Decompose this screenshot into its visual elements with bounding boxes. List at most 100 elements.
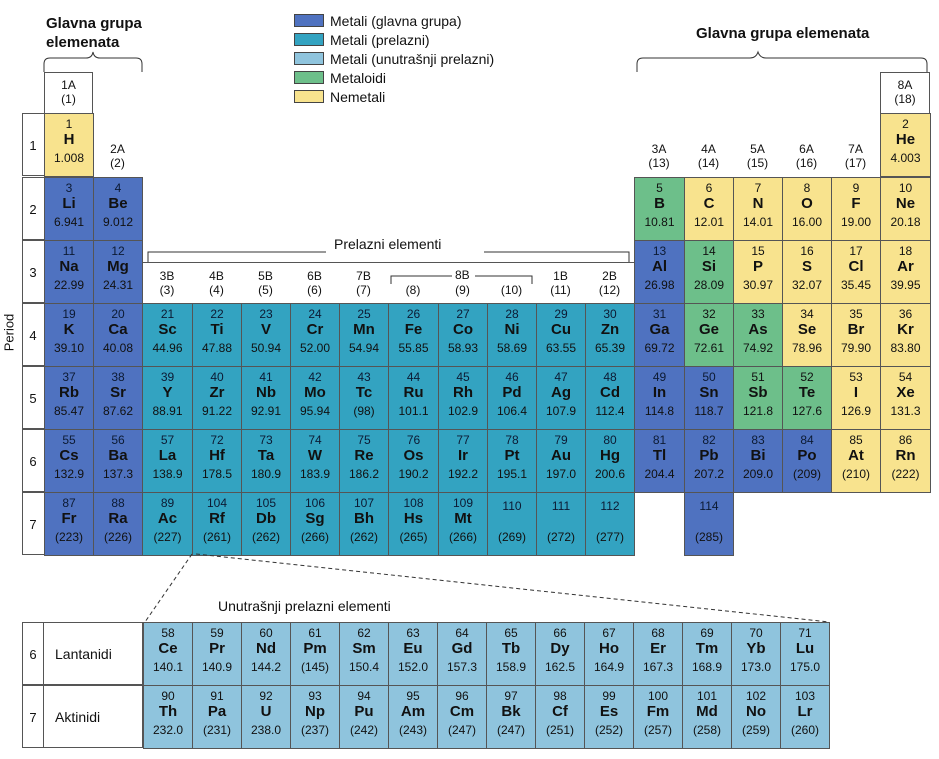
element-symbol: Ta	[257, 447, 275, 464]
element-symbol: Es	[599, 703, 619, 720]
atomic-number: 100	[647, 689, 669, 703]
atomic-mass: 54.94	[348, 341, 380, 355]
atomic-mass: 87.62	[102, 404, 134, 418]
atomic-number: 86	[898, 433, 913, 447]
atomic-mass: 121.8	[742, 404, 774, 418]
atomic-mass: 52.00	[299, 341, 331, 355]
group-header-name: 1A	[61, 78, 76, 92]
atomic-number: 98	[553, 689, 567, 703]
group-header-number: (14)	[697, 156, 720, 170]
atomic-number: 105	[255, 496, 277, 510]
period-number: 7	[29, 516, 37, 532]
group-header-name: 4B	[209, 269, 224, 283]
atomic-mass: 137.3	[102, 467, 134, 481]
element-cell: 66 Dy 162.5	[535, 622, 585, 686]
atomic-mass: (272)	[546, 530, 575, 544]
element-cell: 104 Rf (261)	[192, 492, 242, 556]
element-symbol: Cs	[59, 447, 79, 464]
atomic-number: 53	[849, 370, 863, 384]
atomic-number: 104	[206, 496, 228, 510]
element-symbol: At	[848, 447, 864, 464]
period-number: 1	[29, 137, 37, 153]
group-header-name: 3B	[159, 269, 175, 283]
group-header-name: 8A	[897, 78, 913, 92]
atomic-number: 11	[62, 244, 76, 258]
element-symbol: Ca	[108, 321, 128, 338]
atomic-mass: 78.96	[791, 341, 823, 355]
element-cell: 76 Os 190.2	[388, 429, 439, 493]
element-symbol: Pm	[303, 640, 327, 657]
atomic-number: 42	[308, 370, 322, 384]
atomic-number: 75	[357, 433, 371, 447]
element-cell: 95 Am (243)	[388, 685, 438, 749]
group-header-number: (6)	[307, 283, 322, 297]
group-header: 3B (3)	[142, 262, 192, 303]
atomic-number: 16	[800, 244, 814, 258]
element-symbol: Cr	[306, 321, 324, 338]
element-symbol: Y	[162, 384, 173, 401]
element-symbol: Ir	[457, 447, 468, 464]
group-header: 5B (5)	[241, 262, 290, 303]
transition-elements-label: Prelazni elementi	[330, 236, 446, 252]
atomic-mass: 209.0	[742, 467, 774, 481]
element-cell: 93 Np (237)	[290, 685, 340, 749]
atomic-number: 49	[652, 370, 667, 384]
atomic-mass: 127.6	[791, 404, 823, 418]
element-symbol: Gd	[451, 640, 473, 657]
element-cell: 75 Re 186.2	[339, 429, 389, 493]
atomic-mass: (247)	[447, 723, 476, 737]
atomic-mass: (277)	[595, 530, 624, 544]
atomic-number: 30	[603, 307, 617, 321]
element-symbol: Th	[158, 703, 178, 720]
atomic-mass: (258)	[692, 723, 721, 737]
period-number: 6	[29, 453, 37, 469]
atomic-number: 38	[111, 370, 125, 384]
element-symbol: Fm	[646, 703, 670, 720]
atomic-mass: 55.85	[398, 341, 429, 355]
main-group-left-label: Glavna grupa elemenata	[46, 15, 142, 51]
inner-period-number: 6	[29, 646, 37, 662]
element-cell: 91 Pa (231)	[192, 685, 242, 749]
element-cell: 9 F 19.00	[831, 177, 881, 241]
atomic-number: 57	[160, 433, 175, 447]
atomic-mass: 178.5	[201, 467, 233, 481]
element-cell: 81 Tl 204.4	[634, 429, 685, 493]
atomic-mass: 192.2	[447, 467, 479, 481]
atomic-number: 43	[357, 370, 371, 384]
atomic-mass: 238.0	[250, 723, 282, 737]
element-cell: 110 (269)	[487, 492, 537, 556]
element-symbol: Pd	[502, 384, 522, 401]
group-8b-label: 8B	[455, 268, 470, 282]
element-cell: 101 Md (258)	[682, 685, 732, 749]
element-symbol: Tm	[695, 640, 719, 657]
element-symbol: Sb	[748, 384, 768, 401]
element-cell: 96 Cm (247)	[437, 685, 487, 749]
element-symbol: Cd	[600, 384, 620, 401]
element-symbol: Ba	[108, 447, 128, 464]
atomic-number: 93	[308, 689, 322, 703]
element-symbol: Bi	[750, 447, 766, 464]
atomic-number: 99	[602, 689, 616, 703]
legend-swatch	[294, 90, 324, 103]
element-symbol: Cl	[848, 258, 864, 275]
legend-swatch	[294, 71, 324, 84]
element-cell: 82 Pb 207.2	[684, 429, 734, 493]
atomic-number: 10	[898, 181, 913, 195]
element-cell: 97 Bk (247)	[486, 685, 536, 749]
element-cell: 24 Cr 52.00	[290, 303, 340, 367]
atomic-number: 8	[803, 181, 811, 195]
atomic-number: 44	[406, 370, 421, 384]
element-cell: 69 Tm 168.9	[682, 622, 732, 686]
atomic-mass: 140.9	[201, 660, 233, 674]
group-header-name: 3A	[651, 142, 667, 156]
atomic-mass: 164.9	[593, 660, 625, 674]
atomic-number: 81	[652, 433, 667, 447]
atomic-mass: 14.01	[742, 215, 774, 229]
atomic-mass: 152.0	[397, 660, 429, 674]
element-symbol: Nb	[256, 384, 276, 401]
atomic-number: 62	[357, 626, 371, 640]
atomic-number: 65	[504, 626, 518, 640]
element-symbol: Li	[62, 195, 76, 212]
atomic-mass: 167.3	[642, 660, 674, 674]
